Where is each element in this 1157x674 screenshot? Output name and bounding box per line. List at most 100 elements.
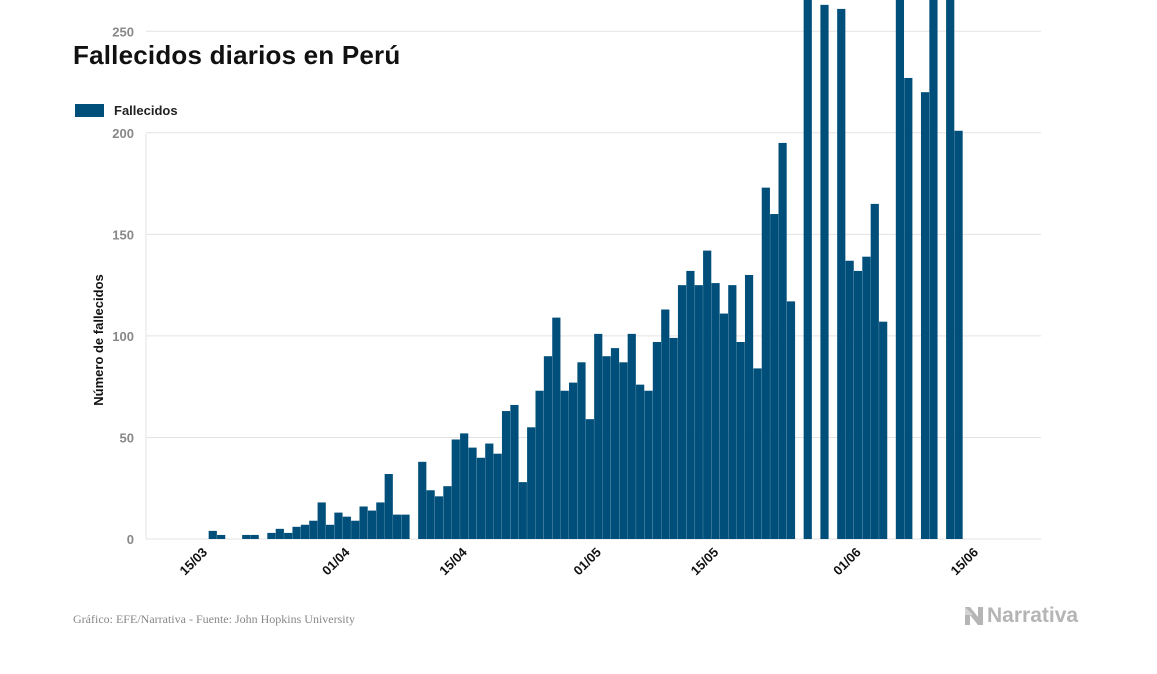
bar — [636, 384, 645, 539]
bar — [510, 404, 519, 539]
bar — [284, 532, 293, 539]
bar — [418, 461, 427, 539]
bar — [501, 411, 511, 539]
bar — [946, 0, 955, 539]
bar — [250, 534, 259, 539]
bar — [476, 457, 486, 539]
source-note: Gráfico: EFE/Narrativa - Fuente: John Ho… — [73, 612, 355, 626]
bar — [661, 309, 670, 539]
bar — [669, 337, 678, 539]
y-tick-label: 250 — [112, 24, 134, 39]
y-axis-ticks: 050100150200250300350 — [112, 24, 134, 547]
bar — [610, 348, 620, 539]
narrativa-logo-icon — [965, 607, 983, 625]
bar — [879, 321, 888, 539]
bar — [585, 419, 594, 539]
bar — [309, 520, 318, 539]
bar — [711, 283, 720, 539]
x-axis-ticks: 15/03 01/04 15/04 01/05 15/05 01/06 15/06 — [177, 544, 982, 578]
x-tick-label: 15/03 — [177, 545, 211, 579]
bar — [493, 453, 502, 539]
bar — [300, 524, 310, 539]
bar — [594, 333, 603, 539]
bar — [904, 77, 913, 540]
bar — [443, 486, 452, 539]
bar — [342, 516, 351, 539]
bar — [468, 447, 477, 539]
bar — [627, 333, 636, 539]
bar — [803, 0, 812, 539]
bar — [217, 534, 226, 539]
bar — [652, 341, 661, 539]
bar — [518, 482, 527, 539]
bar — [895, 0, 905, 540]
bar — [686, 270, 695, 539]
bar — [434, 496, 444, 539]
bar — [325, 524, 335, 539]
legend-label: Fallecidos — [114, 103, 178, 118]
x-tick-label: 15/04 — [436, 544, 470, 578]
bar — [619, 362, 628, 539]
y-tick-label: 100 — [112, 329, 134, 344]
bar — [242, 534, 251, 539]
bar — [703, 250, 712, 539]
bar — [351, 520, 360, 539]
bar — [367, 510, 377, 539]
y-tick-label: 50 — [120, 430, 134, 445]
bar — [602, 356, 611, 539]
bar — [845, 260, 854, 539]
chart-title: Fallecidos diarios en Perú — [73, 40, 401, 70]
bar — [862, 256, 871, 539]
bar — [778, 142, 787, 539]
bar — [275, 528, 284, 539]
bar — [208, 530, 217, 539]
bar — [485, 443, 494, 539]
bar — [954, 130, 963, 539]
legend-swatch — [75, 104, 104, 117]
bar — [334, 512, 343, 539]
legend: Fallecidos — [75, 103, 178, 118]
bar — [577, 362, 586, 539]
bar — [728, 285, 737, 540]
bar — [384, 474, 393, 539]
brand-logo: Narrativa — [964, 604, 1078, 628]
bar — [527, 427, 536, 539]
bar — [753, 368, 762, 539]
bar — [460, 433, 469, 539]
x-tick-label: 01/05 — [570, 545, 604, 579]
x-tick-label: 01/04 — [319, 544, 353, 578]
bar — [393, 514, 402, 539]
bar — [837, 8, 846, 540]
bar — [736, 341, 745, 539]
bar — [786, 301, 796, 539]
bar — [552, 317, 561, 539]
bar — [359, 506, 368, 539]
brand-name: Narrativa — [987, 604, 1079, 627]
y-tick-label: 0 — [127, 532, 134, 547]
bar — [744, 274, 754, 539]
bar — [694, 285, 703, 540]
x-tick-label: 01/06 — [830, 545, 864, 579]
bars — [208, 0, 963, 540]
x-tick-label: 15/06 — [948, 545, 982, 579]
bar — [292, 526, 301, 539]
bar — [569, 382, 578, 539]
bar — [560, 390, 569, 539]
bar — [376, 502, 385, 539]
y-tick-label: 150 — [112, 227, 134, 242]
bar — [770, 214, 779, 540]
bar — [761, 187, 770, 539]
y-tick-label: 200 — [112, 126, 134, 141]
bar — [929, 0, 938, 540]
bar — [543, 356, 553, 539]
bar — [451, 439, 460, 539]
bar — [401, 514, 410, 539]
bar — [853, 270, 863, 539]
bar — [426, 490, 435, 539]
bar — [677, 285, 687, 540]
bar — [820, 4, 829, 540]
x-tick-label: 15/05 — [688, 545, 722, 579]
bar — [317, 502, 326, 539]
bar — [535, 390, 544, 539]
